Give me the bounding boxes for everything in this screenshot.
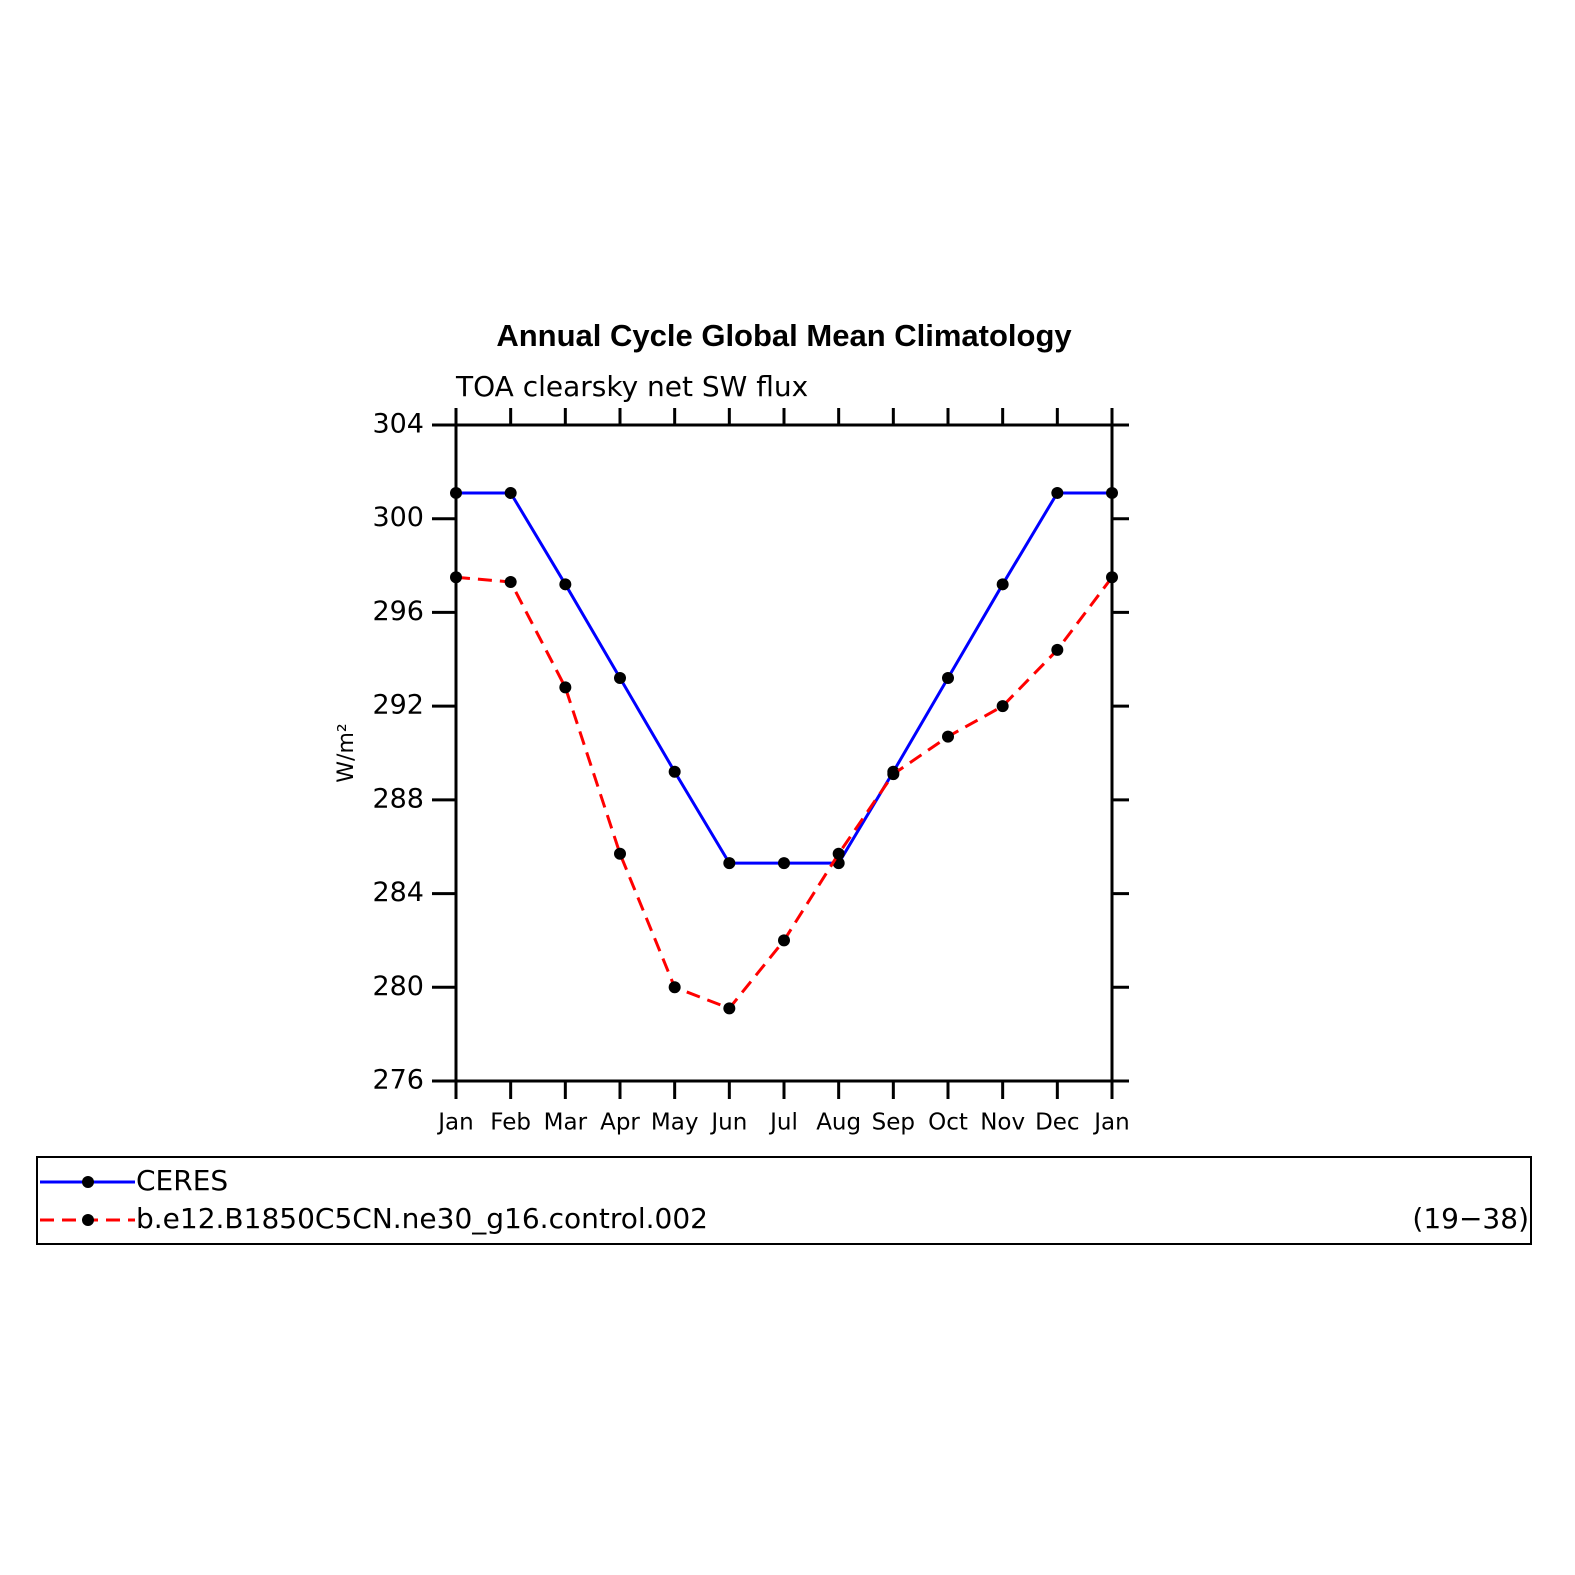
data-point bbox=[778, 934, 790, 947]
data-point bbox=[450, 571, 462, 584]
data-point bbox=[723, 857, 736, 870]
data-point bbox=[832, 847, 845, 860]
x-tick-label: May bbox=[651, 1110, 699, 1136]
y-tick-label: 304 bbox=[372, 409, 424, 440]
data-point bbox=[887, 768, 900, 781]
data-point bbox=[559, 578, 572, 591]
legend-box bbox=[36, 1156, 1532, 1245]
data-point bbox=[1106, 571, 1118, 584]
legend-label: b.e12.B1850C5CN.ne30_g16.control.002 bbox=[136, 1202, 708, 1235]
x-tick-label: Aug bbox=[816, 1110, 861, 1136]
y-tick-label: 276 bbox=[372, 1065, 424, 1096]
x-tick-label: Sep bbox=[872, 1110, 915, 1136]
data-point bbox=[778, 857, 790, 870]
x-tick-label: Apr bbox=[600, 1110, 640, 1136]
data-point bbox=[996, 578, 1009, 591]
x-tick-label: Jun bbox=[709, 1110, 747, 1136]
x-tick-label: Jul bbox=[768, 1110, 798, 1136]
x-tick-label: Nov bbox=[980, 1110, 1025, 1136]
data-point bbox=[668, 765, 681, 778]
data-point bbox=[668, 981, 681, 994]
data-point bbox=[942, 672, 954, 685]
data-point bbox=[1051, 486, 1064, 499]
legend-marker bbox=[82, 1176, 94, 1188]
data-point bbox=[996, 700, 1009, 713]
chart-title: Annual Cycle Global Mean Climatology bbox=[496, 318, 1072, 353]
data-point bbox=[1106, 486, 1118, 499]
y-tick-label: 288 bbox=[372, 783, 424, 814]
x-tick-label: Jan bbox=[1092, 1110, 1129, 1136]
x-tick-label: Oct bbox=[928, 1110, 968, 1136]
y-tick-label: 300 bbox=[372, 502, 424, 533]
y-tick-label: 296 bbox=[372, 596, 424, 627]
data-point bbox=[504, 575, 517, 588]
chart-subtitle: TOA clearsky net SW flux bbox=[455, 370, 808, 403]
y-tick-label: 280 bbox=[372, 971, 424, 1002]
x-tick-label: Feb bbox=[490, 1110, 531, 1136]
data-point bbox=[614, 672, 626, 685]
legend-marker bbox=[82, 1214, 94, 1226]
data-point bbox=[559, 681, 572, 694]
data-point bbox=[942, 730, 954, 743]
y-tick-label: 292 bbox=[372, 690, 424, 721]
data-point bbox=[1051, 643, 1064, 656]
data-point bbox=[614, 847, 626, 860]
data-point bbox=[450, 486, 462, 499]
y-axis-label: W/m² bbox=[334, 723, 359, 782]
x-tick-label: Dec bbox=[1035, 1110, 1080, 1136]
y-tick-label: 284 bbox=[372, 877, 424, 908]
x-tick-label: Jan bbox=[436, 1110, 473, 1136]
data-point bbox=[504, 486, 517, 499]
legend-label: CERES bbox=[136, 1164, 228, 1197]
data-point bbox=[723, 1002, 736, 1015]
x-tick-label: Mar bbox=[544, 1110, 588, 1136]
legend-annotation: (19−38) bbox=[1412, 1202, 1529, 1235]
